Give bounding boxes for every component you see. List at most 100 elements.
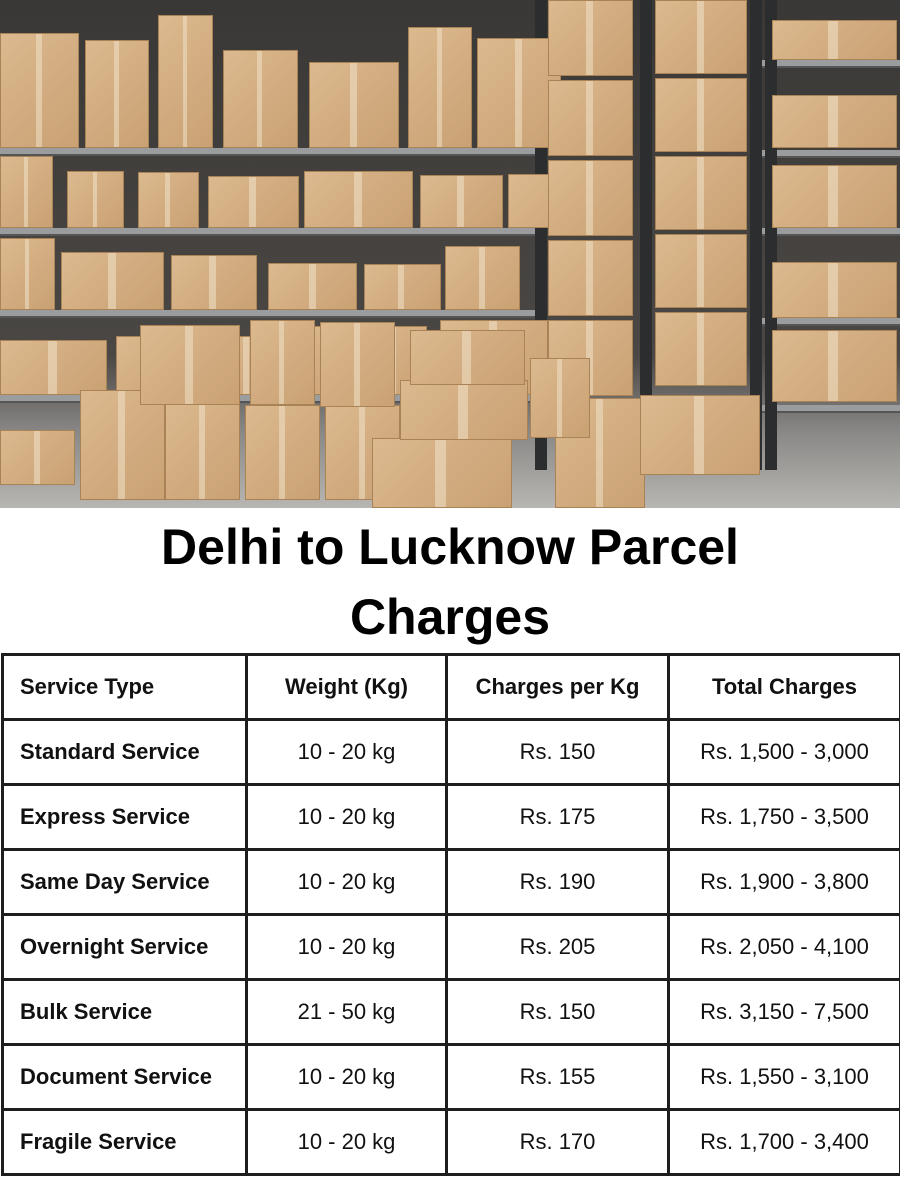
table-row: Document Service 10 - 20 kg Rs. 155 Rs. 1,5… (1, 1043, 900, 1111)
parcel-box (548, 160, 633, 236)
parcel-box (363, 264, 441, 310)
table-cell: Document Service (1, 1043, 248, 1111)
parcel-box (170, 254, 257, 310)
parcel-box (407, 26, 472, 148)
shelf (0, 148, 540, 156)
table-cell: Rs. 2,050 - 4,100 (667, 913, 900, 981)
parcel-box (419, 174, 503, 228)
parcel-box (655, 312, 747, 386)
table-cell: 10 - 20 kg (245, 913, 448, 981)
parcel-box (372, 438, 512, 508)
title-line-2: Charges (349, 589, 551, 645)
table-cell: 10 - 20 kg (245, 1108, 448, 1176)
parcel-box (0, 33, 80, 148)
parcel-box (0, 238, 55, 310)
shelf (760, 405, 900, 413)
table-cell: Express Service (1, 783, 248, 851)
parcel-box (0, 430, 75, 485)
parcel-box (0, 155, 53, 228)
parcel-box (304, 171, 414, 228)
parcel-box (410, 330, 525, 385)
parcel-box (158, 14, 213, 148)
parcel-box (655, 0, 747, 74)
table-cell: 21 - 50 kg (245, 978, 448, 1046)
shelf (760, 318, 900, 326)
table-cell: Bulk Service (1, 978, 248, 1046)
warehouse-photo (0, 0, 900, 508)
parcel-box (772, 95, 897, 148)
parcel-box (548, 0, 633, 76)
parcel-box (137, 172, 199, 228)
table-cell: Rs. 1,900 - 3,800 (667, 848, 900, 916)
column-header: Charges per Kg (445, 653, 670, 721)
parcel-box (268, 262, 358, 310)
parcel-box (80, 390, 165, 500)
parcel-box (320, 322, 395, 407)
table-cell: Rs. 3,150 - 7,500 (667, 978, 900, 1046)
parcel-box (655, 234, 747, 308)
parcel-box (140, 325, 240, 405)
parcel-box (222, 49, 298, 148)
table-cell: Rs. 155 (445, 1043, 670, 1111)
parcel-box (640, 395, 760, 475)
column-header: Weight (Kg) (245, 653, 448, 721)
parcel-box (165, 400, 240, 500)
parcel-box (245, 405, 320, 500)
table-cell: Rs. 205 (445, 913, 670, 981)
table-cell: Rs. 175 (445, 783, 670, 851)
table-row: Standard Service 10 - 20 kg Rs. 150 Rs. 1,5… (1, 718, 900, 786)
table-cell: Rs. 150 (445, 718, 670, 786)
table-cell: Rs. 1,750 - 3,500 (667, 783, 900, 851)
parcel-box (61, 252, 165, 310)
table-row: Overnight Service 10 - 20 kg Rs. 205 Rs. 2,… (1, 913, 900, 981)
table-row: Same Day Service 10 - 20 kg Rs. 190 Rs. 1,9… (1, 848, 900, 916)
parcel-box (772, 330, 897, 402)
shelf (0, 310, 540, 318)
parcel-box (0, 339, 108, 395)
table-row: Fragile Service 10 - 20 kg Rs. 170 Rs. 1,70… (1, 1108, 900, 1176)
table-cell: Overnight Service (1, 913, 248, 981)
page-title: Delhi to Lucknow Parcel Charges (0, 512, 900, 652)
parcel-box (250, 320, 315, 405)
table-cell: Rs. 1,550 - 3,100 (667, 1043, 900, 1111)
shelf (0, 228, 540, 236)
table-cell: Rs. 190 (445, 848, 670, 916)
table-cell: Rs. 150 (445, 978, 670, 1046)
parcel-box (477, 37, 562, 148)
shelf-post (750, 0, 762, 470)
column-header: Service Type (1, 653, 248, 721)
parcel-box (309, 62, 399, 148)
parcel-box (530, 358, 590, 438)
parcel-box (548, 240, 633, 316)
table-cell: Rs. 1,700 - 3,400 (667, 1108, 900, 1176)
parcel-charges-table: Service Type Weight (Kg) Charges per Kg Tot… (1, 653, 900, 1176)
parcel-box (400, 380, 528, 440)
shelf (760, 60, 900, 68)
table-row: Bulk Service 21 - 50 kg Rs. 150 Rs. 3,150 -… (1, 978, 900, 1046)
parcel-box (655, 156, 747, 230)
shelf (760, 150, 900, 158)
parcel-box (548, 80, 633, 156)
parcel-box (772, 262, 897, 318)
parcel-box (84, 40, 150, 148)
shelf-post (640, 0, 652, 470)
shelf (760, 228, 900, 236)
parcel-box (655, 78, 747, 152)
table-cell: 10 - 20 kg (245, 718, 448, 786)
table-row: Express Service 10 - 20 kg Rs. 175 Rs. 1,75… (1, 783, 900, 851)
table-cell: 10 - 20 kg (245, 848, 448, 916)
table-cell: Fragile Service (1, 1108, 248, 1176)
parcel-box (772, 20, 897, 60)
table-cell: Rs. 170 (445, 1108, 670, 1176)
parcel-box (66, 171, 124, 228)
table-cell: 10 - 20 kg (245, 1043, 448, 1111)
title-line-1: Delhi to Lucknow Parcel (161, 519, 739, 575)
parcel-box (445, 245, 520, 310)
parcel-box (208, 176, 299, 228)
table-cell: Same Day Service (1, 848, 248, 916)
column-header: Total Charges (667, 653, 900, 721)
table-header-row: Service Type Weight (Kg) Charges per Kg Tot… (1, 653, 900, 721)
table-cell: Rs. 1,500 - 3,000 (667, 718, 900, 786)
parcel-box (772, 165, 897, 228)
table-cell: Standard Service (1, 718, 248, 786)
